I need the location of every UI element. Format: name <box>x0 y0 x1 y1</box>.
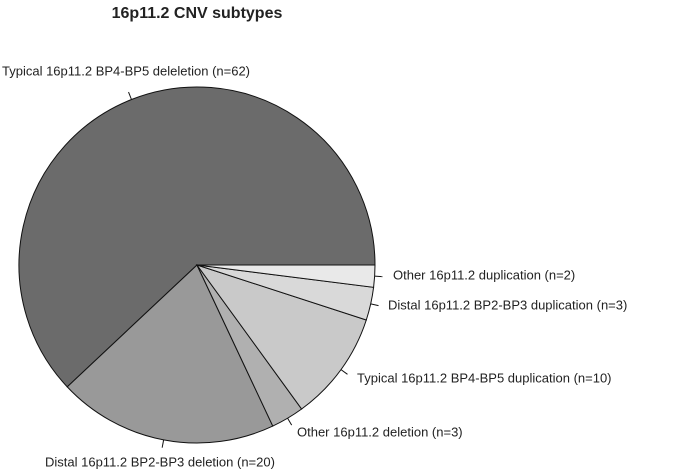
pie-slice <box>195 264 367 410</box>
slice-label: Distal 16p11.2 BP2-BP3 duplication (n=3) <box>388 297 627 312</box>
leader-line <box>374 275 383 278</box>
chart-title: 16p11.2 CNV subtypes <box>112 5 283 22</box>
slice-label: Typical 16p11.2 BP4-BP5 deleletion (n=62… <box>2 63 250 78</box>
pie-slice <box>66 264 274 444</box>
slice-label: Distal 16p11.2 BP2-BP3 deletion (n=20) <box>45 454 275 469</box>
leader-line <box>340 369 348 375</box>
leader-line <box>287 417 293 426</box>
leader-line <box>128 91 132 100</box>
pie-slice <box>196 264 376 288</box>
pie-slice <box>18 86 376 388</box>
slice-label: Other 16p11.2 deletion (n=3) <box>297 424 463 439</box>
leader-line <box>161 439 165 448</box>
leader-line <box>370 303 379 307</box>
slice-label: Typical 16p11.2 BP4-BP5 duplication (n=1… <box>357 370 612 385</box>
slice-label: Other 16p11.2 duplication (n=2) <box>393 267 575 282</box>
